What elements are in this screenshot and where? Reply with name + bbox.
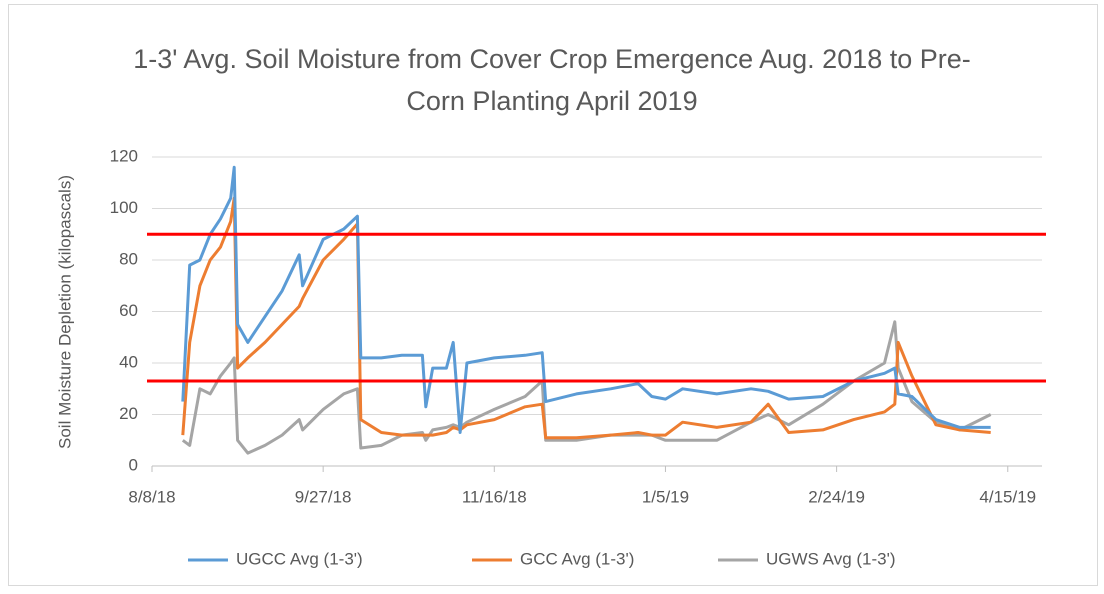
legend-label: UGCC Avg (1-3') <box>236 549 363 568</box>
y-tick-label: 80 <box>119 249 138 268</box>
chart-frame <box>8 4 1098 586</box>
x-tick-label: 1/5/19 <box>642 487 689 506</box>
legend-label: GCC Avg (1-3') <box>520 549 634 568</box>
series-line <box>181 320 992 455</box>
x-tick-label: 2/24/19 <box>808 487 865 506</box>
x-tick-label: 9/27/18 <box>295 487 352 506</box>
y-tick-label: 40 <box>119 352 138 371</box>
y-tick-label: 0 <box>129 455 138 474</box>
series-line <box>181 165 991 434</box>
x-tick-label: 4/15/19 <box>979 487 1036 506</box>
y-tick-label: 100 <box>110 198 138 217</box>
y-tick-label: 20 <box>119 404 138 423</box>
x-tick-label: 11/16/18 <box>462 487 527 506</box>
y-tick-label: 120 <box>110 146 138 165</box>
chart-title: 1-3' Avg. Soil Moisture from Cover Crop … <box>133 44 971 116</box>
legend-label: UGWS Avg (1-3') <box>766 549 896 568</box>
y-tick-label: 60 <box>119 301 138 320</box>
y-axis-label: Soil Moisture Depletion (kilopascals) <box>55 175 74 449</box>
x-tick-label: 8/8/18 <box>128 487 175 506</box>
